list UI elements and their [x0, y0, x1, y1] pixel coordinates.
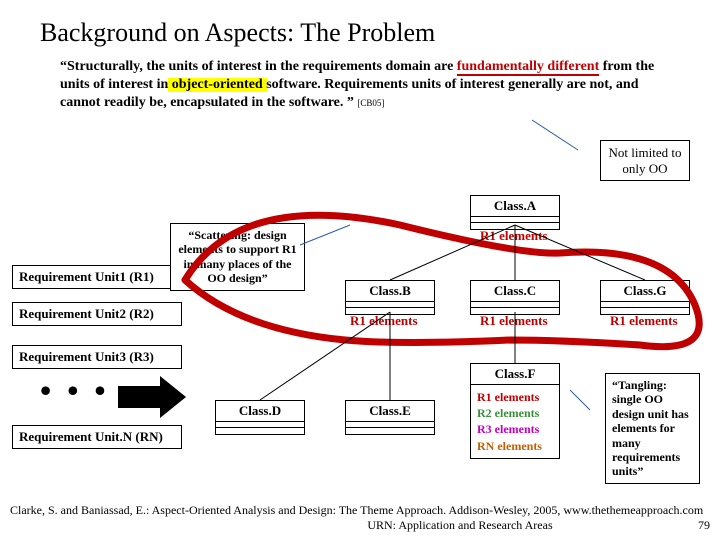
class-a-r1: R1 elements [480, 228, 548, 244]
class-f-r2: R2 elements [477, 405, 553, 421]
callout-tangling: “Tangling: single OO design unit has ele… [605, 373, 700, 484]
class-f-r3: R3 elements [477, 421, 553, 437]
class-f-r1: R1 elements [477, 389, 553, 405]
req-unit-2: Requirement Unit2 (R2) [12, 302, 182, 326]
class-c-name: Class.C [471, 281, 559, 302]
class-b: Class.B [345, 280, 435, 315]
quote-oo: object-oriented [172, 76, 263, 94]
class-d: Class.D [215, 400, 305, 435]
req-unit-n: Requirement Unit.N (RN) [12, 425, 182, 449]
footer: Clarke, S. and Baniassad, E.: Aspect-Ori… [10, 503, 710, 534]
class-f-name: Class.F [471, 364, 559, 385]
footer-citation: Clarke, S. and Baniassad, E.: Aspect-Ori… [10, 503, 710, 519]
page-number: 79 [698, 518, 710, 534]
class-b-r1: R1 elements [350, 313, 418, 329]
class-g-name: Class.G [601, 281, 689, 302]
ellipsis-dots: • • • [40, 372, 110, 409]
class-c: Class.C [470, 280, 560, 315]
quote-fundamentally: fundamentally different [457, 59, 599, 76]
req-unit-3: Requirement Unit3 (R3) [12, 345, 182, 369]
class-g: Class.G [600, 280, 690, 315]
class-f-rn: RN elements [477, 438, 553, 454]
class-b-name: Class.B [346, 281, 434, 302]
quote-block: “Structurally, the units of interest in … [60, 58, 670, 113]
quote-citation: [CB05] [357, 98, 384, 108]
callout-scattering: “Scattering: design elements to support … [170, 223, 305, 291]
slide: Background on Aspects: The Problem “Stru… [0, 0, 720, 540]
class-g-r1: R1 elements [610, 313, 678, 329]
req-unit-1: Requirement Unit1 (R1) [12, 265, 182, 289]
class-a-name: Class.A [471, 196, 559, 217]
slide-title: Background on Aspects: The Problem [40, 18, 700, 48]
class-c-r1: R1 elements [480, 313, 548, 329]
class-e-name: Class.E [346, 401, 434, 422]
quote-oo-text: object-oriented [172, 77, 263, 92]
quote-line1: “Structurally, the units of interest in … [60, 59, 453, 74]
class-f: Class.F R1 elements R2 elements R3 eleme… [470, 363, 560, 459]
class-e: Class.E [345, 400, 435, 435]
footer-subtitle: URN: Application and Research Areas [367, 518, 552, 532]
class-d-name: Class.D [216, 401, 304, 422]
class-a: Class.A [470, 195, 560, 230]
callout-not-limited: Not limited to only OO [600, 140, 690, 181]
